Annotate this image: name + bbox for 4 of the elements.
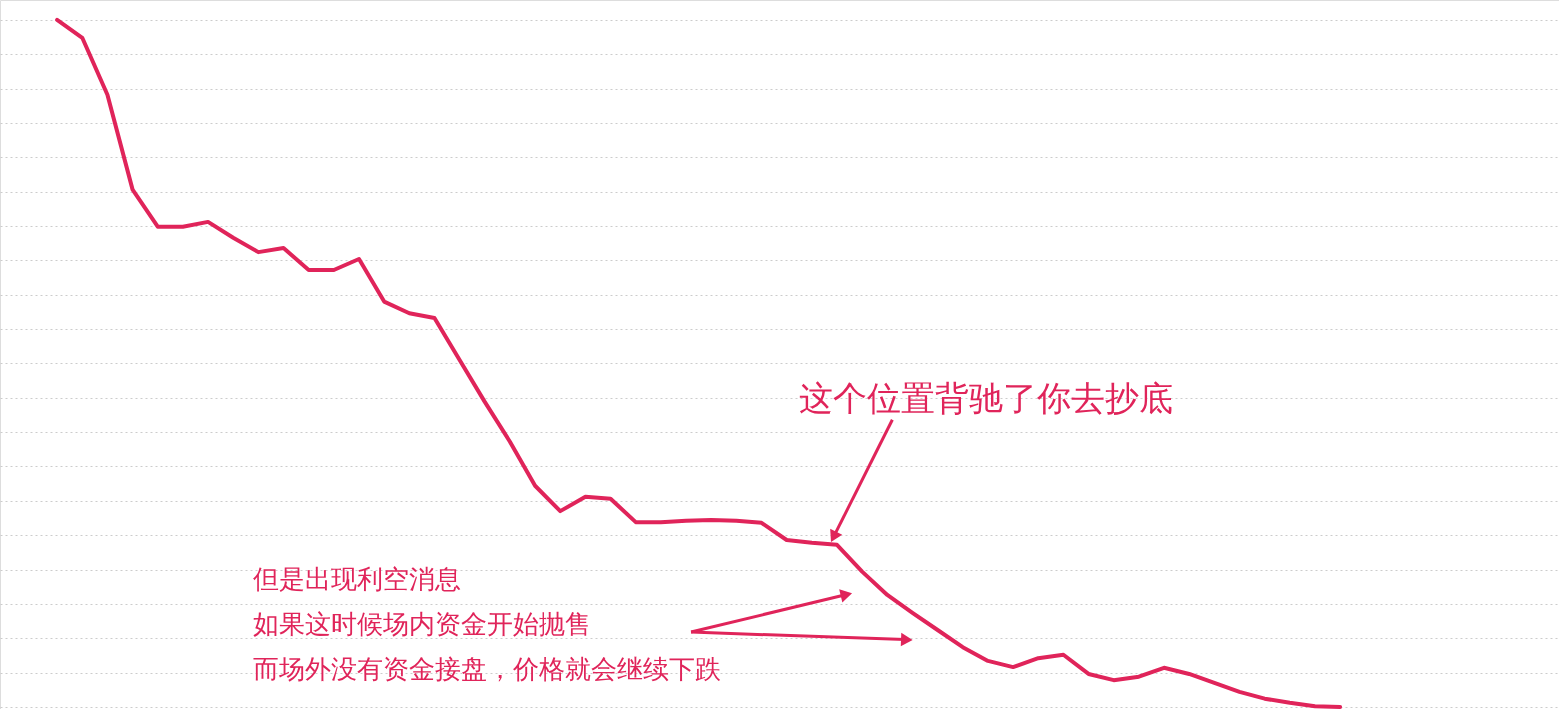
annotation: 但是出现利空消息	[253, 563, 462, 594]
annotation: 而场外没有资金接盘，价格就会继续下跌	[253, 653, 722, 684]
annotation: 如果这时候场内资金开始抛售	[253, 608, 592, 639]
annotation: 这个位置背驰了你去抄底	[799, 377, 1174, 418]
